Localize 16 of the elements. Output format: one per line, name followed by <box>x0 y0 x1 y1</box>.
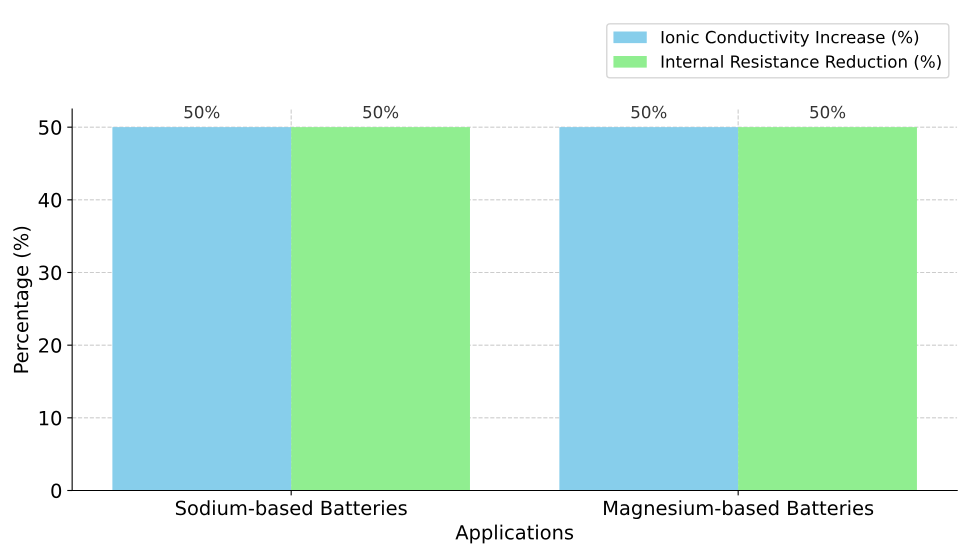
y-tick-label: 10 <box>40 410 62 426</box>
y-tick-label: 40 <box>38 192 62 208</box>
text: 50% <box>363 106 398 118</box>
y-axis-title: Percentage (%) <box>13 226 32 372</box>
legend-label: Ionic Conductivity Increase (%) <box>662 30 918 47</box>
y-tick-label: 50 <box>39 120 62 135</box>
x-tick-label: Magnesium-based Batteries <box>604 500 874 520</box>
y-tick-label: 30 <box>39 265 62 280</box>
text: 50% <box>632 106 666 118</box>
x-tick-label: Sodium-based Batteries <box>176 500 407 516</box>
text: 50% <box>184 106 220 118</box>
y-tick-label: 20 <box>39 338 62 353</box>
text: 50% <box>810 106 846 118</box>
y-tick-label: 0 <box>51 483 62 498</box>
x-axis-title: Applications <box>455 524 574 544</box>
legend-label: Internal Resistance Reduction (%) <box>662 54 941 70</box>
